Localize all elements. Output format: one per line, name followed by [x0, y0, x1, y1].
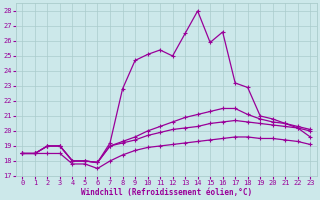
X-axis label: Windchill (Refroidissement éolien,°C): Windchill (Refroidissement éolien,°C): [81, 188, 252, 197]
